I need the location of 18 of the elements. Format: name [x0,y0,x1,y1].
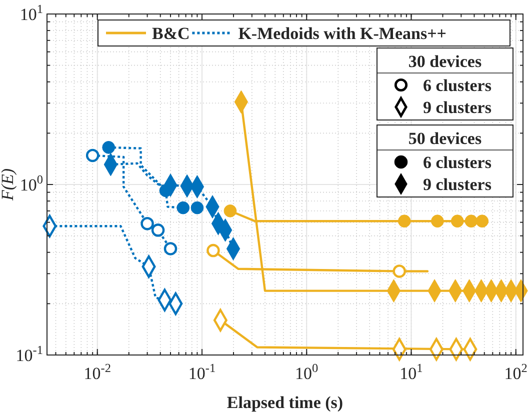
legend-label: B&C [152,24,190,43]
x-axis-title: Elapsed time (s) [226,393,344,412]
y-tick-label: 10$^{-1}$ [16,343,43,365]
y-tick-label: 10$^{0}$ [20,172,43,194]
x-tick-label: 10$^{1}$ [400,361,423,383]
y-axis-title: F(E) [0,168,17,202]
y-tick-label: 10$^{1}$ [20,2,43,24]
annotation: 9 clusters [423,175,492,194]
annotation: 50 devices [408,129,482,148]
annotation: 6 clusters [423,153,492,172]
x-tick-label: 10$^{-1}$ [188,361,216,383]
x-tick-label: 10$^{2}$ [504,361,528,383]
x-tick-label: 10$^{-2}$ [84,361,111,383]
annotation: 30 devices [408,52,482,71]
x-tick-label: 10$^{0}$ [295,361,318,383]
annotation: 9 clusters [423,98,492,117]
annotation: 6 clusters [423,76,492,95]
legend-label: K-Medoids with K-Means++ [238,24,446,43]
